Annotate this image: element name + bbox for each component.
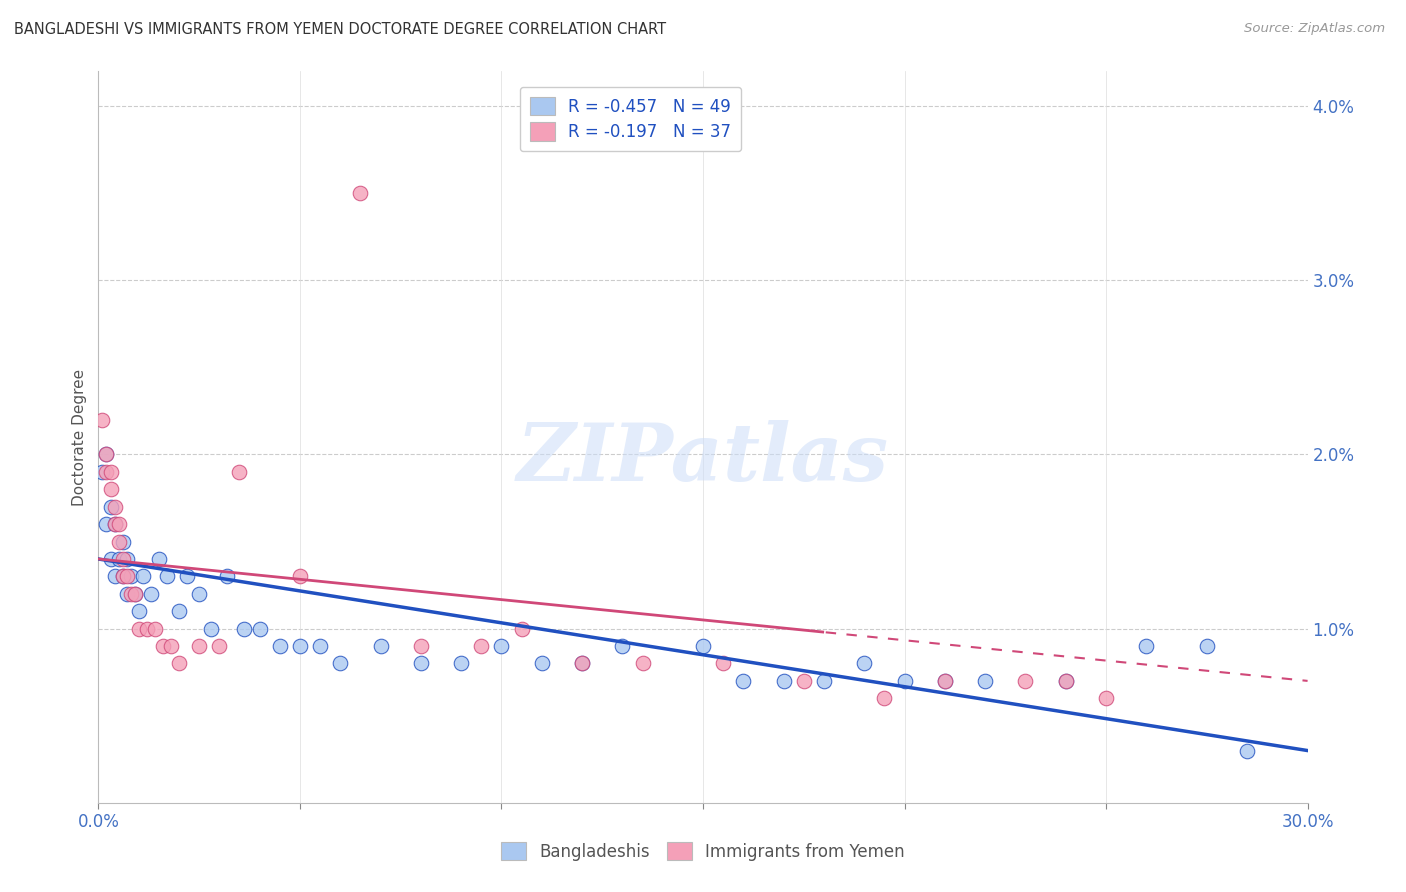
Point bbox=[167, 604, 190, 618]
Point bbox=[217, 569, 239, 583]
Point bbox=[450, 657, 472, 671]
Point bbox=[120, 587, 142, 601]
Point bbox=[329, 657, 352, 671]
Point bbox=[96, 448, 118, 462]
Point bbox=[100, 483, 122, 497]
Point bbox=[873, 691, 896, 706]
Text: ZIPatlas: ZIPatlas bbox=[517, 420, 889, 498]
Point bbox=[139, 587, 162, 601]
Point bbox=[152, 639, 174, 653]
Point bbox=[232, 622, 254, 636]
Point bbox=[349, 186, 371, 201]
Y-axis label: Doctorate Degree: Doctorate Degree bbox=[72, 368, 87, 506]
Point bbox=[1195, 639, 1218, 653]
Text: Source: ZipAtlas.com: Source: ZipAtlas.com bbox=[1244, 22, 1385, 36]
Point bbox=[530, 657, 553, 671]
Point bbox=[91, 465, 114, 479]
Point bbox=[1014, 673, 1036, 688]
Point bbox=[96, 465, 118, 479]
Point bbox=[974, 673, 997, 688]
Point bbox=[934, 673, 956, 688]
Point bbox=[249, 622, 271, 636]
Point bbox=[1095, 691, 1118, 706]
Point bbox=[132, 569, 155, 583]
Point bbox=[188, 587, 211, 601]
Point bbox=[107, 517, 129, 532]
Point bbox=[692, 639, 714, 653]
Point bbox=[148, 552, 170, 566]
Point bbox=[288, 639, 311, 653]
Point bbox=[115, 587, 138, 601]
Point bbox=[711, 657, 734, 671]
Point bbox=[1135, 639, 1157, 653]
Text: BANGLADESHI VS IMMIGRANTS FROM YEMEN DOCTORATE DEGREE CORRELATION CHART: BANGLADESHI VS IMMIGRANTS FROM YEMEN DOC… bbox=[14, 22, 666, 37]
Point bbox=[107, 552, 129, 566]
Point bbox=[1054, 673, 1077, 688]
Point bbox=[143, 622, 166, 636]
Point bbox=[91, 412, 114, 426]
Legend: Bangladeshis, Immigrants from Yemen: Bangladeshis, Immigrants from Yemen bbox=[495, 836, 911, 868]
Point bbox=[571, 657, 593, 671]
Point bbox=[309, 639, 332, 653]
Point bbox=[934, 673, 956, 688]
Point bbox=[813, 673, 835, 688]
Point bbox=[124, 587, 146, 601]
Point bbox=[176, 569, 198, 583]
Point bbox=[115, 552, 138, 566]
Point bbox=[100, 465, 122, 479]
Point bbox=[111, 569, 134, 583]
Point bbox=[370, 639, 392, 653]
Point bbox=[111, 534, 134, 549]
Point bbox=[107, 534, 129, 549]
Point bbox=[188, 639, 211, 653]
Point bbox=[288, 569, 311, 583]
Point bbox=[409, 639, 432, 653]
Point bbox=[103, 569, 125, 583]
Point bbox=[631, 657, 654, 671]
Point bbox=[853, 657, 876, 671]
Point bbox=[200, 622, 222, 636]
Point bbox=[1054, 673, 1077, 688]
Point bbox=[793, 673, 815, 688]
Point bbox=[893, 673, 915, 688]
Point bbox=[96, 448, 118, 462]
Point bbox=[571, 657, 593, 671]
Point bbox=[733, 673, 755, 688]
Point bbox=[160, 639, 183, 653]
Point bbox=[103, 517, 125, 532]
Point bbox=[772, 673, 794, 688]
Point bbox=[120, 569, 142, 583]
Point bbox=[115, 569, 138, 583]
Point bbox=[228, 465, 250, 479]
Point bbox=[100, 500, 122, 514]
Point bbox=[269, 639, 291, 653]
Point bbox=[103, 500, 125, 514]
Point bbox=[409, 657, 432, 671]
Point bbox=[156, 569, 179, 583]
Point bbox=[135, 622, 157, 636]
Point bbox=[100, 552, 122, 566]
Point bbox=[96, 517, 118, 532]
Point bbox=[111, 569, 134, 583]
Point bbox=[111, 552, 134, 566]
Point bbox=[103, 517, 125, 532]
Point bbox=[167, 657, 190, 671]
Point bbox=[470, 639, 492, 653]
Point bbox=[128, 622, 150, 636]
Point bbox=[510, 622, 533, 636]
Point bbox=[491, 639, 513, 653]
Point bbox=[208, 639, 231, 653]
Point bbox=[1236, 743, 1258, 757]
Point bbox=[612, 639, 634, 653]
Point bbox=[124, 587, 146, 601]
Point bbox=[128, 604, 150, 618]
